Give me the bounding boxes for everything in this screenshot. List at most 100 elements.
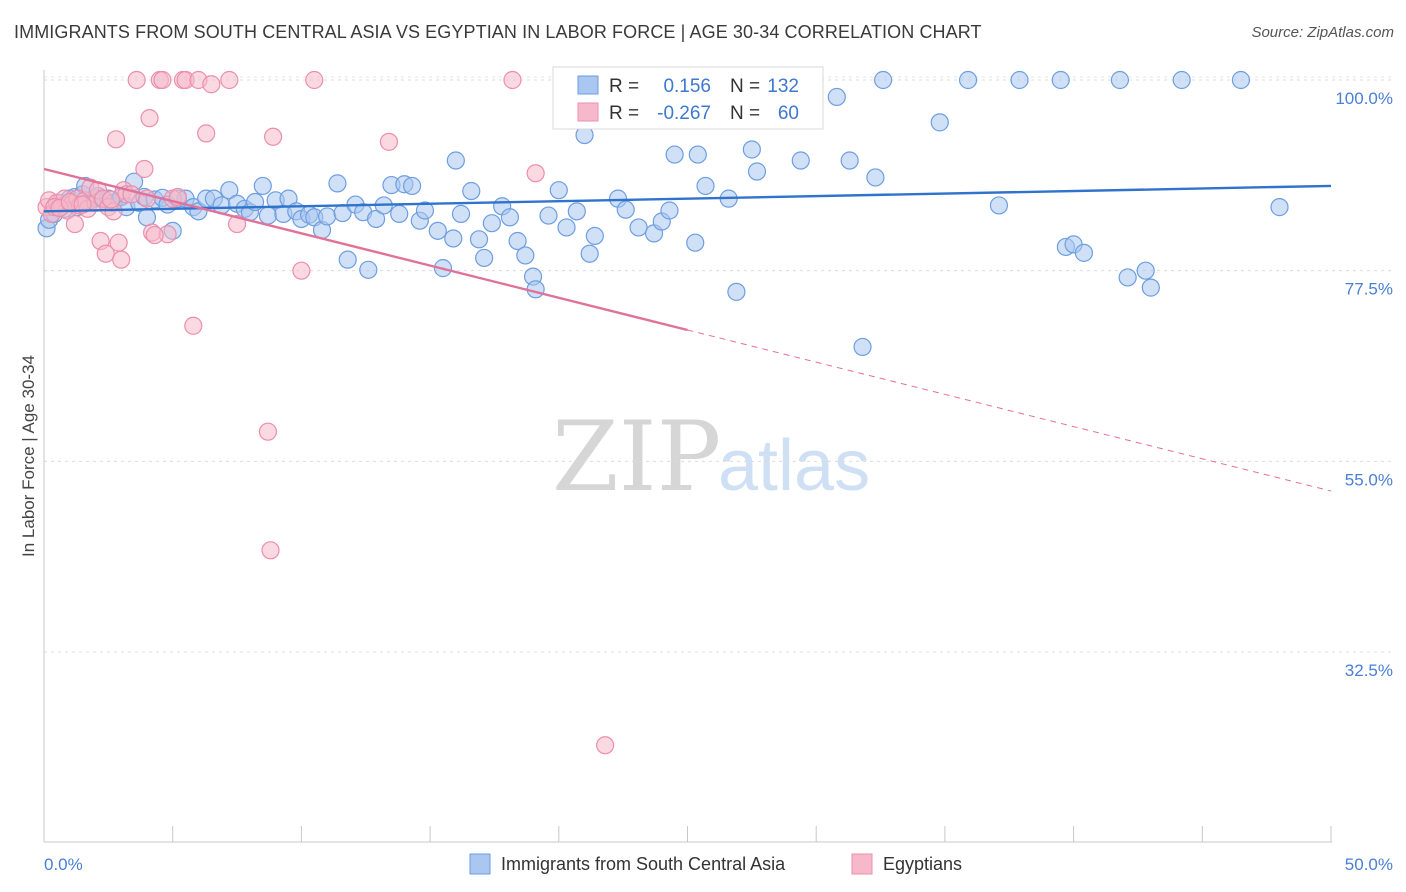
point-south-central-asia: [390, 204, 409, 223]
point-egyptians: [526, 164, 545, 183]
point-south-central-asia: [567, 202, 586, 221]
point-south-central-asia: [665, 145, 684, 164]
point-south-central-asia: [727, 282, 746, 301]
point-south-central-asia: [428, 221, 447, 240]
point-south-central-asia: [989, 196, 1009, 215]
point-egyptians: [258, 422, 278, 441]
point-egyptians: [73, 195, 92, 214]
point-south-central-asia: [469, 230, 489, 249]
y-tick-label: 100.0%: [1335, 89, 1393, 108]
point-egyptians: [202, 75, 221, 94]
source-credit: Source: ZipAtlas.com: [1251, 24, 1394, 41]
legend-label-south-central-asia: Immigrants from South Central Asia: [501, 854, 786, 874]
point-south-central-asia: [1110, 70, 1130, 90]
x-axis-ticks: [172, 826, 1332, 842]
point-egyptians: [135, 159, 154, 179]
point-south-central-asia: [585, 226, 604, 246]
trend-line-south-central-asia: [43, 184, 1332, 213]
point-south-central-asia: [688, 145, 707, 164]
chart-title: IMMIGRANTS FROM SOUTH CENTRAL ASIA VS EG…: [14, 22, 982, 42]
stats-r-label-2: R =: [609, 103, 639, 124]
point-south-central-asia: [1010, 70, 1029, 90]
point-south-central-asia: [580, 244, 599, 263]
point-egyptians: [292, 261, 311, 280]
point-egyptians: [109, 233, 128, 252]
point-egyptians: [227, 214, 247, 234]
point-egyptians: [106, 130, 126, 149]
point-egyptians: [197, 124, 216, 143]
point-south-central-asia: [508, 231, 527, 251]
stats-n-value-2: 60: [778, 103, 799, 124]
point-south-central-asia: [742, 140, 761, 159]
series-egyptians-points: [37, 70, 615, 755]
y-axis-label: In Labor Force | Age 30-34: [19, 355, 38, 557]
stats-n-label-1: N =: [730, 76, 760, 97]
point-south-central-asia: [475, 248, 494, 268]
point-south-central-asia: [616, 200, 635, 219]
point-south-central-asia: [402, 176, 422, 196]
point-south-central-asia: [874, 70, 893, 90]
point-south-central-asia: [629, 218, 648, 237]
point-south-central-asia: [853, 337, 872, 357]
point-south-central-asia: [1231, 70, 1251, 90]
point-south-central-asia: [1136, 261, 1155, 280]
point-egyptians: [65, 214, 84, 234]
point-egyptians: [596, 736, 615, 755]
point-south-central-asia: [557, 218, 576, 237]
point-south-central-asia: [338, 250, 357, 269]
stats-blue-swatch: [577, 75, 599, 95]
legend-blue-swatch: [469, 853, 491, 875]
stats-r-label-1: R =: [609, 76, 639, 97]
point-south-central-asia: [827, 87, 846, 107]
y-tick-label: 32.5%: [1345, 661, 1393, 680]
point-south-central-asia: [258, 206, 278, 225]
stats-n-value-1: 132: [767, 76, 799, 97]
point-south-central-asia: [328, 174, 347, 193]
point-south-central-asia: [660, 201, 679, 220]
point-south-central-asia: [958, 70, 978, 90]
point-egyptians: [145, 225, 164, 245]
stats-r-value-1: 0.156: [663, 76, 711, 97]
point-south-central-asia: [318, 207, 337, 226]
point-south-central-asia: [220, 181, 239, 200]
stats-n-label-2: N =: [730, 103, 760, 124]
watermark-zip: ZIP: [552, 401, 721, 513]
point-egyptians: [127, 70, 146, 90]
point-egyptians: [261, 541, 280, 560]
point-egyptians: [263, 127, 283, 146]
point-egyptians: [184, 316, 203, 335]
point-south-central-asia: [791, 151, 810, 170]
watermark-atlas: atlas: [718, 426, 870, 506]
point-egyptians: [503, 70, 522, 90]
point-egyptians: [153, 70, 172, 90]
point-south-central-asia: [137, 208, 157, 227]
point-south-central-asia: [747, 162, 767, 181]
stats-box: R = 0.156 N = 132 R = -0.267 N = 60: [552, 66, 824, 130]
trend-lines: [43, 167, 1332, 492]
point-south-central-asia: [549, 181, 568, 200]
y-tick-label: 77.5%: [1345, 280, 1393, 299]
point-south-central-asia: [444, 229, 463, 248]
x-tick-label-min: 0.0%: [44, 855, 83, 874]
stats-pink-swatch: [577, 102, 599, 122]
point-south-central-asia: [253, 176, 272, 196]
point-south-central-asia: [1141, 278, 1160, 297]
point-south-central-asia: [500, 208, 519, 227]
point-egyptians: [140, 109, 159, 128]
x-tick-label-max: 50.0%: [1345, 855, 1393, 874]
trend-line-egyptians-extension: [687, 329, 1332, 492]
legend-pink-swatch: [851, 853, 873, 875]
gridlines: [44, 76, 1392, 653]
point-south-central-asia: [1270, 198, 1289, 217]
legend-label-egyptians: Egyptians: [883, 854, 962, 874]
stats-r-value-2: -0.267: [657, 103, 711, 124]
point-south-central-asia: [930, 113, 949, 132]
point-south-central-asia: [686, 233, 705, 252]
point-south-central-asia: [359, 260, 378, 279]
point-south-central-asia: [415, 201, 435, 220]
point-south-central-asia: [1074, 243, 1093, 262]
point-south-central-asia: [840, 151, 859, 170]
point-egyptians: [379, 132, 399, 151]
point-south-central-asia: [482, 214, 501, 233]
